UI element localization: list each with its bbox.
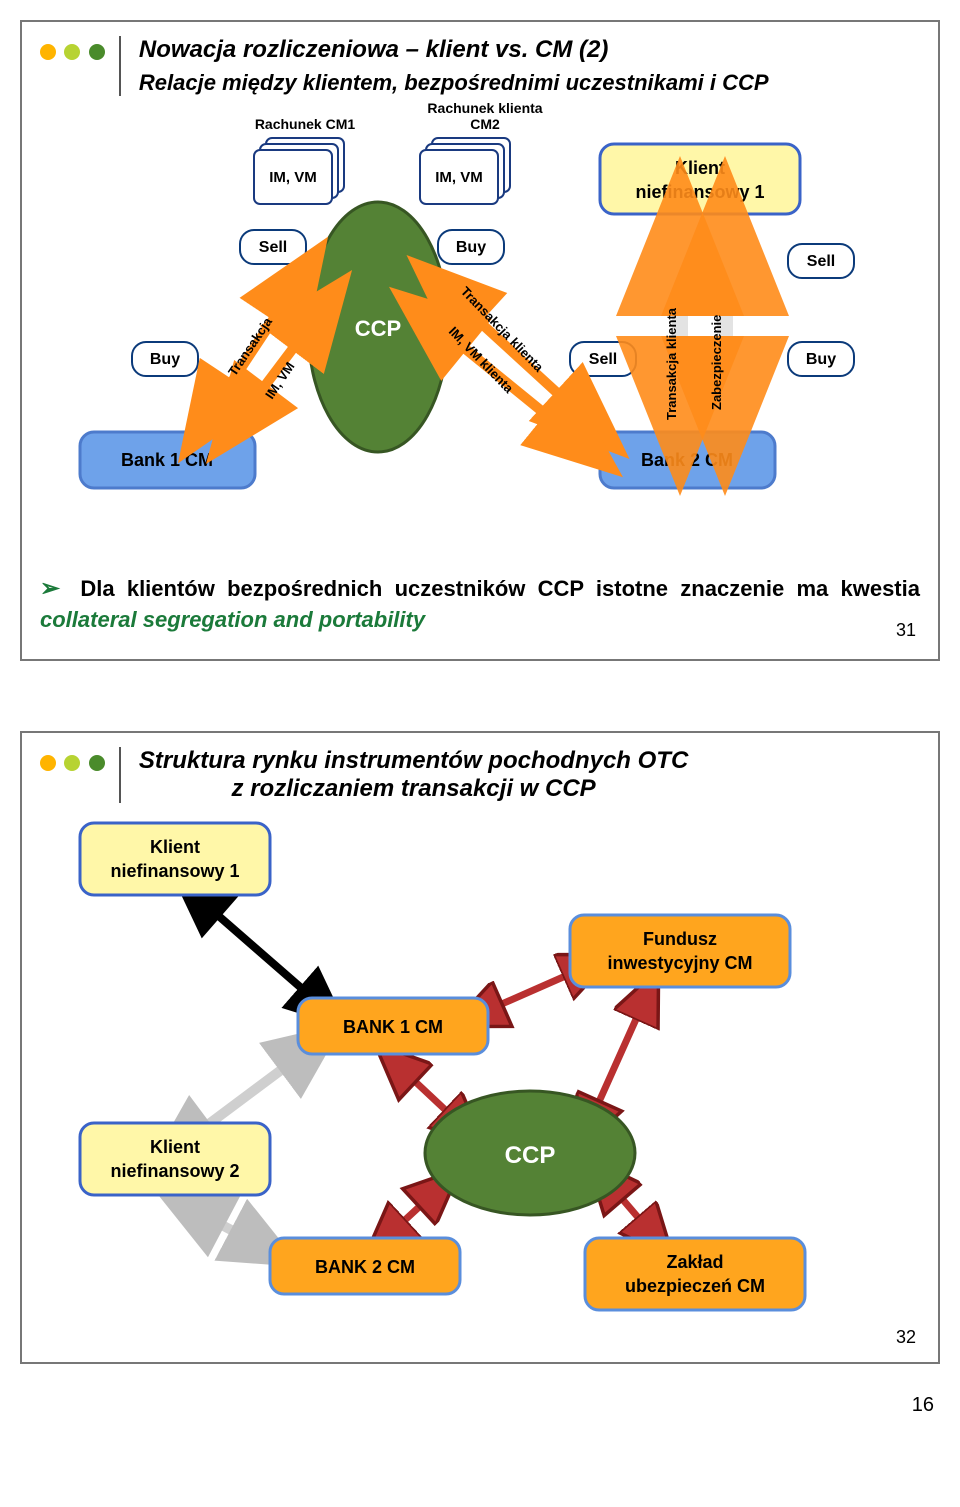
decorative-dots bbox=[40, 44, 109, 65]
footer-page: 16 bbox=[20, 1394, 940, 1417]
svg-text:Bank 2 CM: Bank 2 CM bbox=[641, 450, 733, 470]
chevron-right-icon: ➢ bbox=[40, 575, 60, 602]
svg-text:Sell: Sell bbox=[259, 239, 287, 256]
svg-text:Sell: Sell bbox=[589, 351, 617, 368]
node-fi bbox=[570, 915, 790, 987]
edge-k2-b2 bbox=[180, 1203, 275, 1253]
bullet-text: ➢ Dla klientów bezpośrednich uczestników… bbox=[40, 573, 920, 635]
panel-title: Nowacja rozliczeniowa – klient vs. CM (2… bbox=[139, 36, 769, 64]
svg-text:CCP: CCP bbox=[355, 316, 401, 341]
panel-title-line1: Struktura rynku instrumentów pochodnych … bbox=[139, 747, 688, 775]
edge-ccp-b2 bbox=[380, 1183, 445, 1243]
docs-cm2: IM, VM bbox=[420, 138, 510, 204]
diagram-1: IM, VM IM, VM Klient niefinansowy 1 Sell… bbox=[40, 132, 920, 562]
docs-cm1: IM, VM bbox=[254, 138, 344, 204]
svg-text:BANK 1 CM: BANK 1 CM bbox=[343, 1017, 443, 1037]
panel-2: Struktura rynku instrumentów pochodnych … bbox=[20, 731, 940, 1364]
svg-text:Klient: Klient bbox=[150, 837, 200, 857]
node-k2 bbox=[80, 1123, 270, 1195]
page-number: 31 bbox=[896, 620, 916, 641]
node-klient bbox=[600, 144, 800, 214]
svg-text:Transakcja klienta: Transakcja klienta bbox=[458, 284, 547, 376]
panel-title-line2: z rozliczaniem transakcji w CCP bbox=[139, 775, 688, 803]
decorative-dots bbox=[40, 755, 109, 776]
svg-text:Klient: Klient bbox=[150, 1137, 200, 1157]
svg-text:Buy: Buy bbox=[456, 239, 486, 256]
dot-icon bbox=[89, 755, 105, 771]
panel-header: Struktura rynku instrumentów pochodnych … bbox=[119, 747, 688, 803]
label-cm1: Rachunek CM1 bbox=[235, 100, 375, 132]
svg-text:inwestycyjny CM: inwestycyjny CM bbox=[607, 953, 752, 973]
svg-text:ubezpieczeń CM: ubezpieczeń CM bbox=[625, 1276, 765, 1296]
svg-text:Buy: Buy bbox=[150, 351, 180, 368]
svg-text:Zakład: Zakład bbox=[666, 1252, 723, 1272]
dot-icon bbox=[40, 755, 56, 771]
dot-icon bbox=[89, 44, 105, 60]
page-number: 32 bbox=[896, 1327, 916, 1348]
svg-text:Bank 1 CM: Bank 1 CM bbox=[121, 450, 213, 470]
label-imvm: IM, VM bbox=[435, 169, 483, 186]
label-imvm: IM, VM bbox=[269, 169, 317, 186]
panel-1: Nowacja rozliczeniowa – klient vs. CM (2… bbox=[20, 20, 940, 661]
panel-subtitle: Relacje między klientem, bezpośrednimi u… bbox=[139, 70, 769, 96]
dot-icon bbox=[64, 755, 80, 771]
svg-text:Transakcja klienta: Transakcja klienta bbox=[664, 307, 679, 420]
svg-text:BANK 2 CM: BANK 2 CM bbox=[315, 1257, 415, 1277]
node-k1 bbox=[80, 823, 270, 895]
dot-icon bbox=[64, 44, 80, 60]
svg-text:Fundusz: Fundusz bbox=[643, 929, 717, 949]
edge-k1-b1 bbox=[190, 891, 330, 1013]
dot-icon bbox=[40, 44, 56, 60]
svg-text:Zabezpieczenie: Zabezpieczenie bbox=[709, 315, 724, 410]
svg-text:niefinansowy 1: niefinansowy 1 bbox=[110, 861, 239, 881]
node-zu bbox=[585, 1238, 805, 1310]
diagram-2: Klient niefinansowy 1 Klient niefinansow… bbox=[40, 803, 920, 1333]
svg-text:Buy: Buy bbox=[806, 351, 836, 368]
svg-text:Sell: Sell bbox=[807, 253, 835, 270]
svg-text:niefinansowy 1: niefinansowy 1 bbox=[635, 182, 764, 202]
svg-text:Klient: Klient bbox=[675, 158, 725, 178]
panel-header: Nowacja rozliczeniowa – klient vs. CM (2… bbox=[119, 36, 769, 96]
svg-text:Transakcja: Transakcja bbox=[225, 314, 275, 379]
label-cm2: Rachunek klienta CM2 bbox=[415, 100, 555, 132]
svg-text:niefinansowy 2: niefinansowy 2 bbox=[110, 1161, 239, 1181]
svg-text:CCP: CCP bbox=[505, 1142, 556, 1169]
